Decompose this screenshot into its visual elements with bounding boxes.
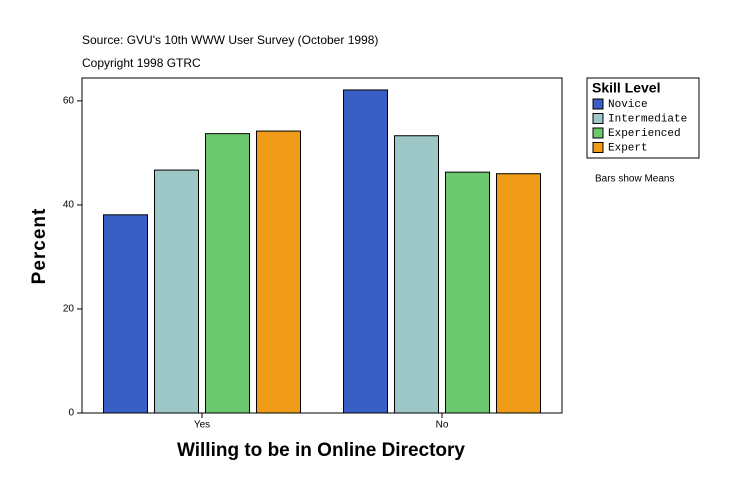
bar (343, 89, 388, 414)
legend-title: Skill Level (592, 80, 660, 96)
x-tick-label: No (436, 420, 449, 431)
legend-label: Experienced (608, 128, 681, 140)
legend-swatch (592, 127, 604, 139)
legend-box (586, 77, 700, 159)
bar (445, 171, 490, 414)
x-axis-label: Willing to be in Online Directory (177, 440, 465, 461)
bar (205, 133, 250, 414)
note: Bars show Means (595, 174, 674, 185)
bar (256, 130, 301, 414)
y-tick-label: 60 (63, 96, 75, 107)
bar (103, 214, 148, 414)
legend-swatch (592, 113, 604, 124)
bar (154, 169, 199, 414)
legend-label: Expert (608, 142, 648, 154)
y-tick-label: 20 (63, 304, 75, 315)
legend-label: Novice (608, 99, 648, 111)
legend-swatch (592, 98, 604, 110)
bar (394, 135, 439, 414)
x-tick-label: Yes (194, 420, 210, 431)
subtitle: Source: GVU's 10th WWW User Survey (Octo… (82, 33, 378, 47)
y-tick-label: 0 (68, 408, 74, 419)
legend-swatch (592, 142, 604, 153)
y-tick-label: 40 (63, 200, 75, 211)
bar (496, 173, 541, 414)
y-axis-label: Percent (29, 208, 50, 285)
copyright: Copyright 1998 GTRC (82, 56, 201, 70)
legend-label: Intermediate (608, 113, 687, 125)
plot-frame (81, 77, 563, 414)
